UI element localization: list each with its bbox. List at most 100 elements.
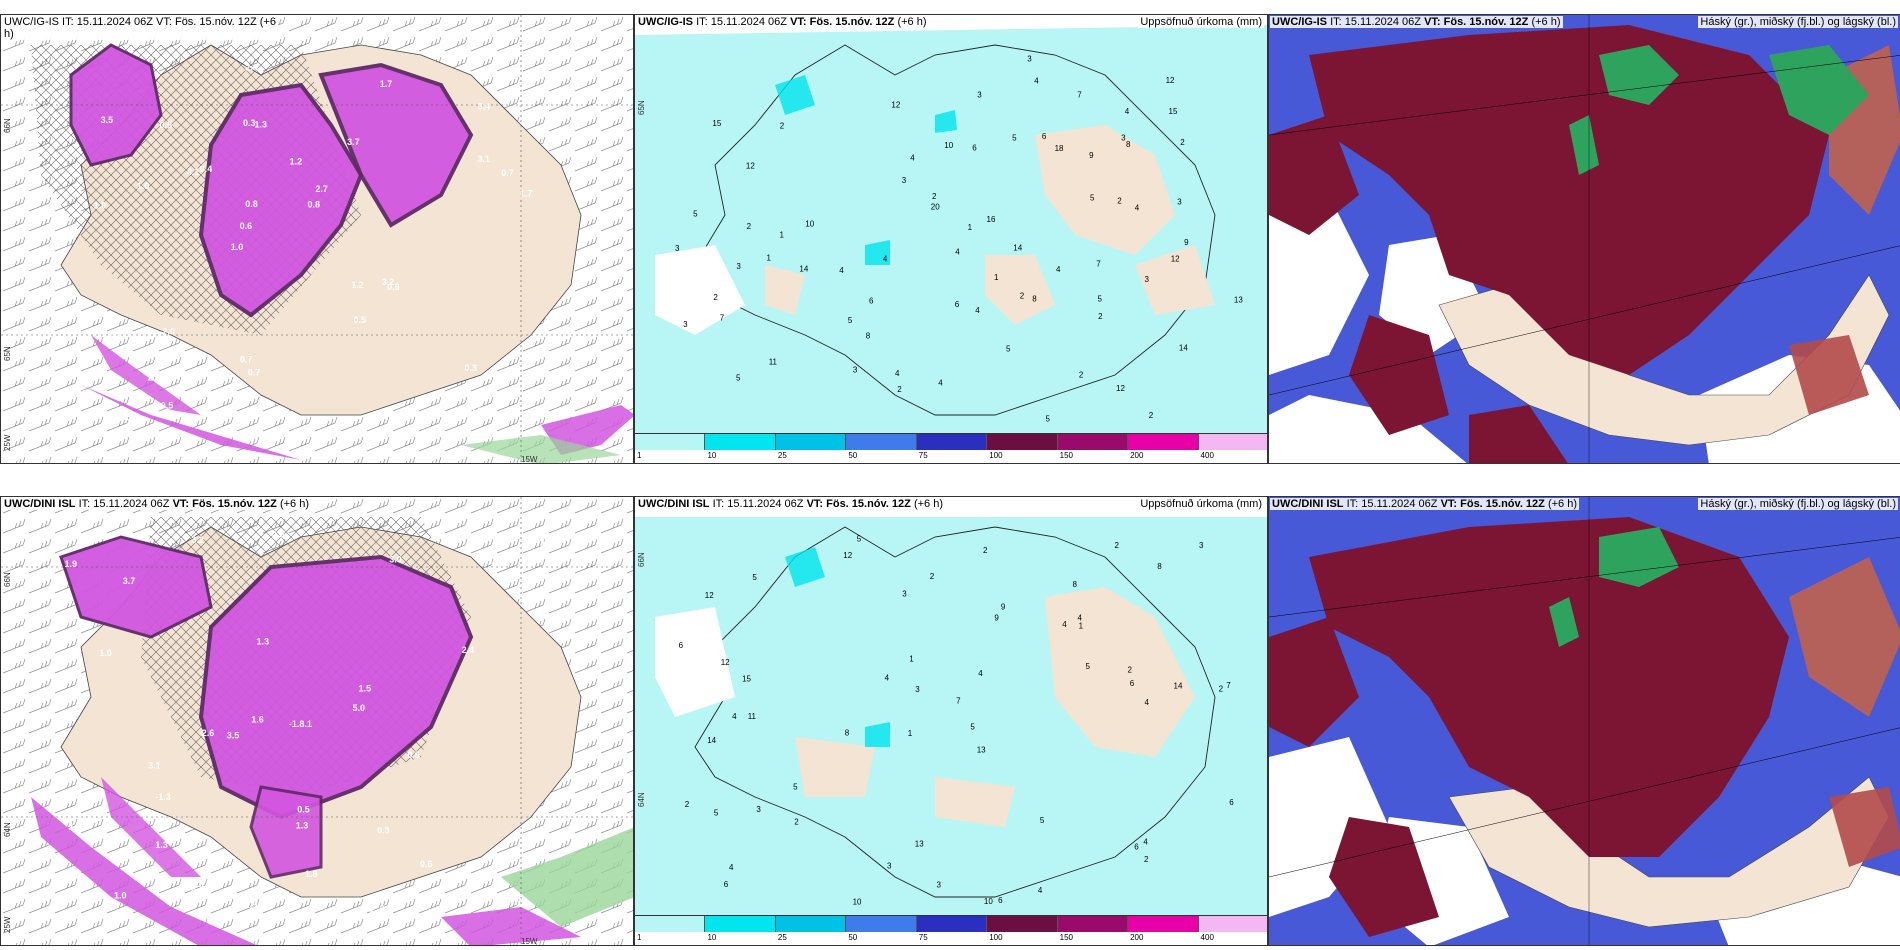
- map-value-label: 4: [1145, 698, 1150, 707]
- lead-time: (+6 h): [1547, 498, 1578, 510]
- map-value-label: 2: [713, 293, 718, 302]
- vt-label: VT:: [1440, 498, 1458, 510]
- precip-region-central: [198, 554, 474, 820]
- map-value-label: 1.0: [94, 201, 107, 211]
- lat-label-65: 65N: [3, 346, 12, 361]
- map-value-label: 5.2: [191, 887, 204, 897]
- map-value-label: 5: [736, 374, 741, 383]
- map-value-label: 5: [857, 535, 862, 544]
- map-value-label: 3.4: [478, 101, 491, 111]
- map-value-label: 1.5: [509, 894, 522, 904]
- colorbar-segment: [846, 434, 917, 450]
- bottom-left-wind-map: 1.9 2.0 1.3 0.6 3.2 3.7 2.6 1.5 0.5 1.3 1.5 1.8 1.6 1…: [1, 497, 633, 945]
- map-value-label: 1.5: [488, 555, 501, 565]
- map-value-label: 4: [1125, 107, 1130, 116]
- map-value-label: 5: [1098, 294, 1103, 303]
- bottom-middle-title: Uppsöfnuð úrkoma (mm): [1138, 498, 1264, 510]
- map-value-label: 1.9: [245, 900, 258, 910]
- map-value-label: 3: [675, 244, 680, 253]
- map-value-label: 4: [885, 674, 890, 683]
- map-value-label: 2: [897, 385, 902, 394]
- colorbar-tick: 400: [1200, 933, 1214, 942]
- map-value-label: 3: [915, 685, 920, 694]
- map-value-label: 1.2: [290, 156, 303, 166]
- colorbar-tick: 1: [637, 451, 642, 460]
- map-value-label: 2: [1098, 312, 1103, 321]
- map-value-label: 0.4: [79, 414, 92, 424]
- map-value-label: 13: [1234, 295, 1243, 304]
- map-value-label: 2.0: [162, 327, 175, 337]
- top-right-header: UWC/IG-IS IT: 15.11.2024 06Z VT: Fös. 15…: [1270, 16, 1563, 28]
- map-value-label: 13: [977, 746, 986, 755]
- map-value-label: 2: [794, 818, 799, 827]
- map-value-label: 3: [736, 262, 741, 271]
- map-value-label: 5: [1006, 344, 1011, 353]
- colorbar-segment: [1057, 916, 1129, 932]
- colorbar-segment: [1198, 916, 1267, 932]
- map-value-label: 2: [1144, 855, 1149, 864]
- map-value-label: 0.9: [387, 282, 400, 292]
- lon-label-15: 15W: [521, 937, 538, 946]
- map-value-label: -1.8.1: [289, 719, 312, 729]
- top-right-panel: UWC/IG-IS IT: 15.11.2024 06Z VT: Fös. 15…: [1268, 14, 1900, 464]
- precip-region-east: [318, 62, 474, 228]
- map-value-label: 2: [1020, 291, 1025, 300]
- map-value-label: 1.3: [257, 636, 270, 646]
- map-value-label: 0.5: [354, 315, 367, 325]
- map-value-label: 1.7: [520, 188, 533, 198]
- map-value-label: 7: [720, 313, 725, 322]
- map-value-label: 8: [866, 332, 871, 341]
- map-value-label: 12: [1166, 76, 1175, 85]
- map-value-label: 14: [799, 265, 808, 274]
- map-value-label: 5: [1046, 414, 1051, 423]
- map-value-label: 3.7: [347, 137, 360, 147]
- map-value-label: 10: [853, 898, 862, 907]
- map-value-label: 4: [729, 863, 734, 872]
- colorbar-tick: 100: [989, 451, 1003, 460]
- map-value-label: 6: [724, 880, 729, 889]
- lon-label-15: 15W: [521, 455, 538, 464]
- vt-value: Fös. 15.nóv. 12Z: [192, 498, 277, 510]
- bottom-left-panel: 1.9 2.0 1.3 0.6 3.2 3.7 2.6 1.5 0.5 1.3 1.5 1.8 1.6 1…: [0, 496, 634, 946]
- map-value-label: 1: [780, 231, 785, 240]
- map-value-label: 3.1: [148, 760, 161, 770]
- colorbar-tick: 150: [1059, 451, 1074, 460]
- colorbar-segment: [775, 916, 847, 932]
- colorbar-segment: [1057, 434, 1129, 450]
- map-value-label: 2.4: [529, 555, 542, 565]
- map-value-label: 0.5: [297, 804, 310, 814]
- model-name: UWC/DINI ISL: [638, 498, 710, 510]
- map-value-label: 3.7: [123, 576, 136, 586]
- colorbar-segment: [705, 916, 776, 932]
- map-value-label: 0.8: [308, 200, 321, 210]
- map-value-label: 5: [1040, 816, 1045, 825]
- colorbar-segment: [846, 916, 917, 932]
- map-value-label: 1.2: [116, 412, 129, 422]
- map-value-label: 1.0: [99, 648, 112, 658]
- map-value-label: 3.5: [227, 731, 240, 741]
- map-value-label: 6: [998, 896, 1003, 905]
- map-value-label: 3.5: [101, 115, 114, 125]
- map-value-label: 0.7: [501, 168, 514, 178]
- map-value-label: 3: [902, 176, 907, 185]
- map-value-label: 12: [705, 591, 714, 600]
- colorbar-tick: 75: [918, 933, 928, 942]
- it-value: 15.11.2024 06Z: [727, 498, 804, 510]
- map-value-label: 6: [869, 296, 874, 305]
- colorbar-tick: 50: [848, 933, 858, 942]
- dry-area-east: [1045, 587, 1195, 757]
- map-value-label: 6: [1229, 798, 1234, 807]
- map-value-label: 4: [1038, 886, 1043, 895]
- map-value-label: 13: [915, 840, 924, 849]
- map-value-label: 0.8: [245, 199, 258, 209]
- map-value-label: 0.3: [464, 363, 477, 373]
- top-left-header-wrap: h): [4, 28, 14, 40]
- map-value-label: 3: [1199, 541, 1204, 550]
- map-value-label: 5.0: [353, 703, 366, 713]
- model-name: UWC/IG-IS: [638, 16, 693, 28]
- map-value-label: 5: [1086, 662, 1091, 671]
- map-value-label: 1.5: [541, 538, 554, 548]
- colorbar-segment: [775, 434, 847, 450]
- lat-label-65: 65N: [637, 100, 646, 115]
- map-value-label: 1.3: [296, 820, 309, 830]
